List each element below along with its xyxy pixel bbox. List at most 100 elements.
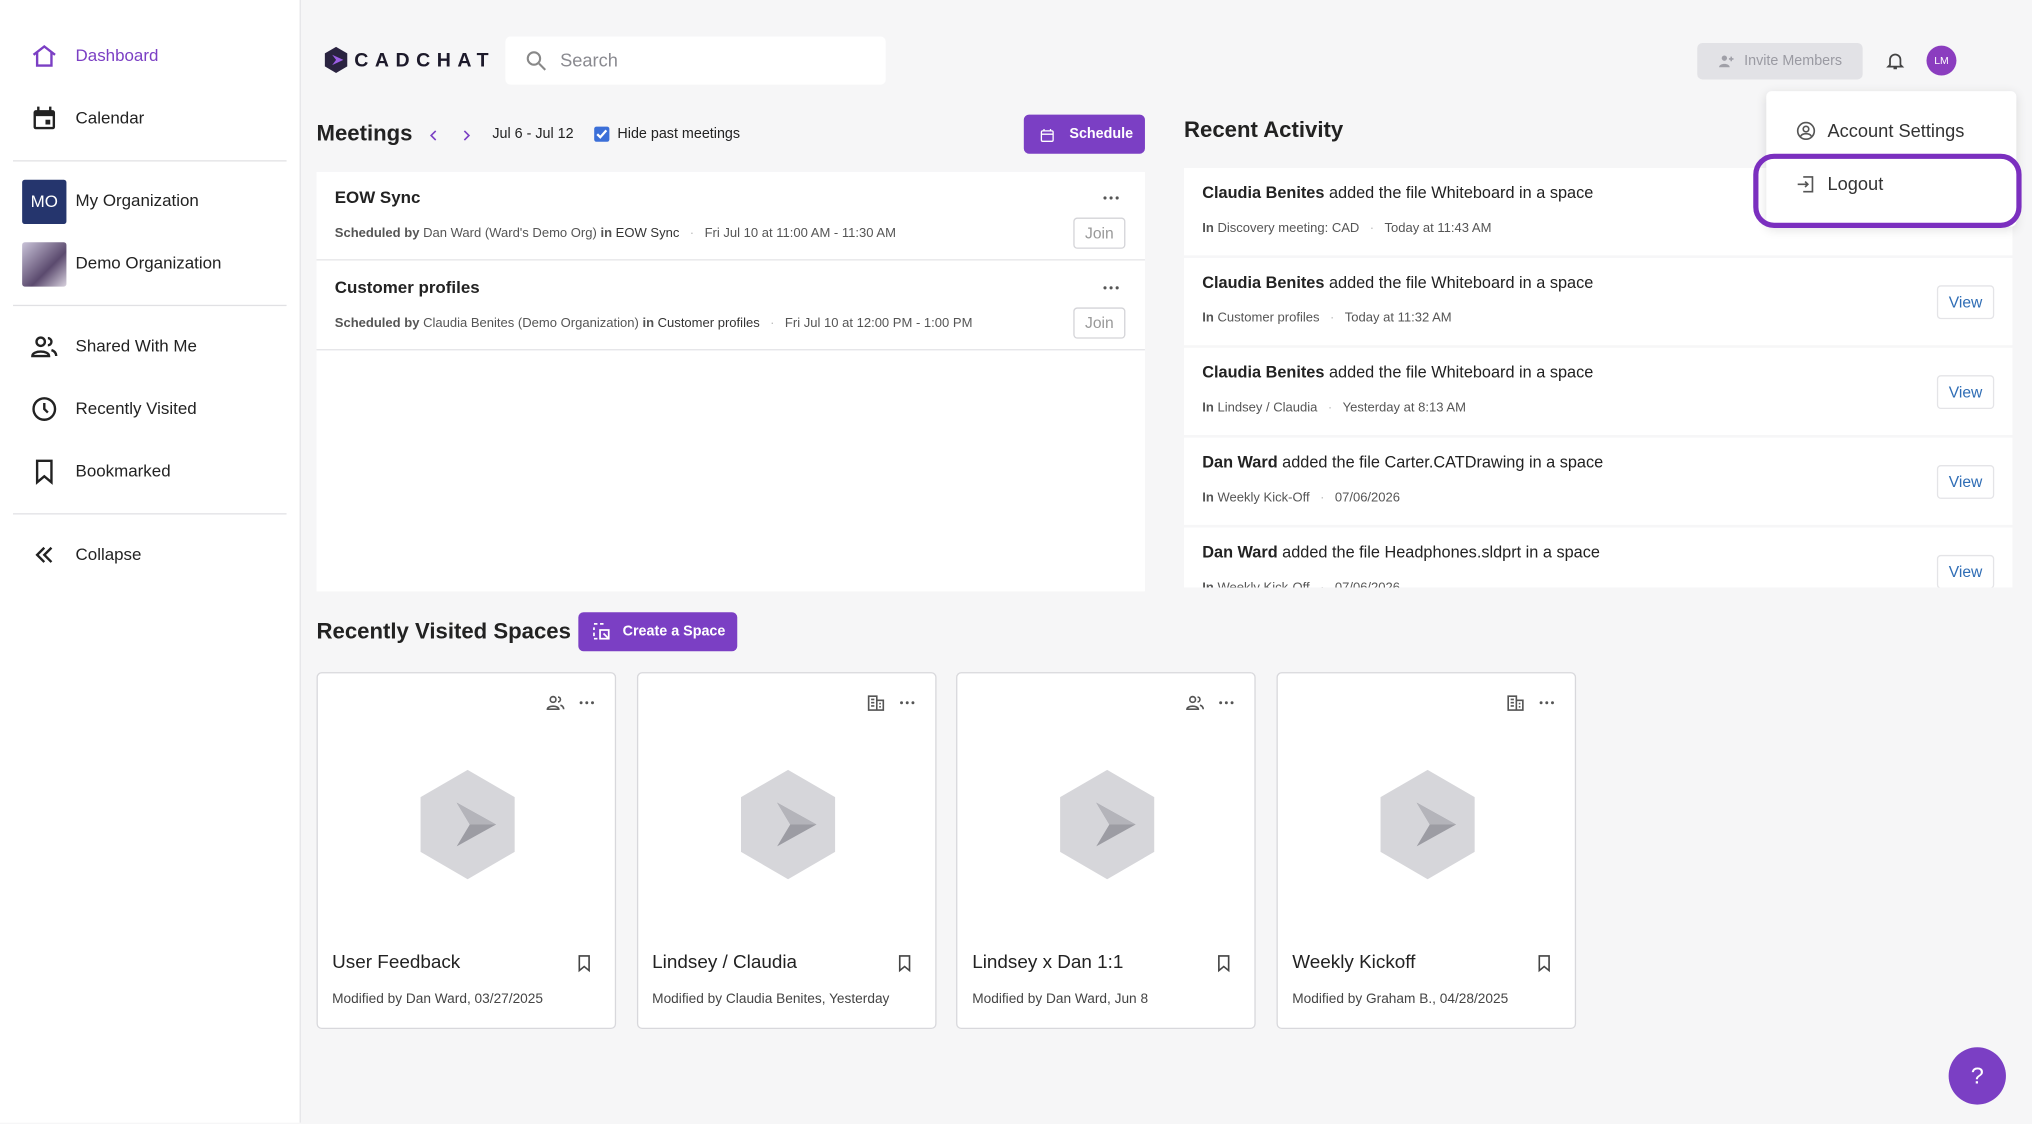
nav-recent-icon-shape xyxy=(32,397,57,421)
nav-calendar-icon[interactable] xyxy=(30,104,59,133)
nav-shared-icon[interactable] xyxy=(30,332,59,361)
join-button[interactable]: Join xyxy=(1073,307,1126,339)
avatar[interactable]: LM xyxy=(1926,45,1957,76)
org-name[interactable]: Demo Organization xyxy=(75,252,222,273)
space-card[interactable]: Lindsey / Claudia Modified by Claudia Ben… xyxy=(636,672,937,1030)
meeting-more[interactable] xyxy=(1101,188,1122,209)
logo-text[interactable]: CADCHAT xyxy=(354,49,496,72)
nav-calendar-icon-shape xyxy=(37,106,52,112)
logout-icon[interactable] xyxy=(1795,173,1817,195)
meta-label: In xyxy=(1202,581,1214,588)
account-settings-icon-shape xyxy=(1799,132,1813,137)
activity-text: Claudia Benites added the file Whiteboar… xyxy=(1202,362,1593,383)
space-type-icon xyxy=(546,693,566,713)
space-more[interactable] xyxy=(577,693,597,713)
activity-list: Claudia Benites added the file Whiteboar… xyxy=(1184,168,2013,588)
view-button[interactable]: View xyxy=(1936,285,1995,320)
join-button[interactable]: Join xyxy=(1073,217,1126,249)
nav-calendar[interactable]: Calendar xyxy=(75,108,145,128)
create-space-button[interactable]: Create a Space xyxy=(578,612,738,652)
space-type-icon-shape xyxy=(867,695,884,711)
space-bookmark[interactable] xyxy=(894,952,914,974)
nav-dashboard-icon[interactable] xyxy=(30,42,59,71)
nav-collapse-icon[interactable] xyxy=(30,541,59,570)
prev-week[interactable] xyxy=(426,126,442,142)
invite-icon-shape xyxy=(1719,55,1734,68)
hide-past-checkbox[interactable] xyxy=(593,125,611,143)
meeting-row[interactable]: Customer profiles Scheduled by Claudia Be… xyxy=(316,262,1145,351)
nav-recent[interactable]: Recently Visited xyxy=(75,398,197,419)
activity-space: Weekly Kick-Off xyxy=(1217,581,1309,588)
space-more-shape xyxy=(1219,701,1223,705)
space-thumbnail xyxy=(1373,754,1482,895)
activity-user: Claudia Benites xyxy=(1202,363,1325,382)
activity-space: Weekly Kick-Off xyxy=(1217,491,1310,506)
nav-recent-icon[interactable] xyxy=(30,395,59,424)
space-type-icon-shape xyxy=(1186,695,1205,711)
space-type-icon-shape xyxy=(1189,695,1197,704)
logo-mark-shape xyxy=(324,46,348,73)
nav-calendar-icon-shape xyxy=(45,119,51,125)
nav-collapse-icon-shape xyxy=(35,546,53,563)
space-card[interactable]: Lindsey x Dan 1:1 Modified by Dan Ward, J… xyxy=(956,672,1257,1030)
next-week[interactable] xyxy=(459,126,475,142)
meeting-row[interactable]: EOW Sync Scheduled by Dan Ward (Ward's De… xyxy=(316,172,1145,261)
account-settings-icon[interactable] xyxy=(1795,120,1817,142)
space-modified: Modified by Graham B., 04/28/2025 xyxy=(1292,991,1509,1007)
space-bookmark[interactable] xyxy=(574,952,594,974)
nav-dashboard-icon-shape xyxy=(32,44,56,67)
meeting-more-shape xyxy=(1103,286,1107,290)
hide-past-label[interactable]: Hide past meetings xyxy=(617,126,741,142)
nav-dashboard[interactable]: Dashboard xyxy=(75,45,159,66)
org-avatar[interactable] xyxy=(22,242,67,287)
bell[interactable] xyxy=(1885,49,1906,71)
nav-bookmarked[interactable]: Bookmarked xyxy=(75,461,171,481)
meeting-more[interactable] xyxy=(1101,277,1122,298)
activity-meta: In Discovery meeting: CAD · Today at 11:43… xyxy=(1202,220,1491,238)
space-type-icon-shape xyxy=(1507,695,1524,711)
logout-icon-shape xyxy=(1797,176,1814,193)
activity-text: Dan Ward added the file Headphones.sldpr… xyxy=(1202,542,1600,563)
invite-label: Invite Members xyxy=(1744,53,1843,70)
space-card[interactable]: User Feedback Modified by Dan Ward, 03/27… xyxy=(316,672,617,1030)
nav-shared[interactable]: Shared With Me xyxy=(75,336,197,356)
search-box[interactable]: Search xyxy=(505,36,886,85)
view-button[interactable]: View xyxy=(1936,465,1995,499)
invite-button[interactable]: Invite Members xyxy=(1697,42,1863,80)
view-button[interactable]: View xyxy=(1936,554,1995,588)
org-badge[interactable]: MO xyxy=(22,179,67,225)
activity-text: Claudia Benites added the file Whiteboar… xyxy=(1202,272,1593,293)
help-button[interactable]: ? xyxy=(1948,1047,2006,1105)
activity-row: Claudia Benites added the file Whiteboar… xyxy=(1184,257,2013,346)
create-label: Create a Space xyxy=(622,623,726,640)
activity-row: Dan Ward added the file Headphones.sldpr… xyxy=(1184,527,2013,588)
next-week-shape xyxy=(463,130,471,141)
space-more[interactable] xyxy=(1217,693,1237,713)
separator: · xyxy=(1327,401,1333,416)
space-modified: Modified by Dan Ward, Jun 8 xyxy=(972,991,1149,1007)
space-type-icon-shape xyxy=(1507,695,1524,711)
space-bookmark[interactable] xyxy=(1535,952,1555,974)
space-thumbnail xyxy=(733,754,842,895)
logo-mark[interactable] xyxy=(323,44,349,75)
nav-bookmarked-icon[interactable] xyxy=(30,457,59,486)
nav-shared-icon-shape xyxy=(47,336,58,357)
meta-label: In xyxy=(1202,491,1214,506)
space-card[interactable]: Weekly Kickoff Modified by Graham B., 04/… xyxy=(1276,672,1577,1030)
space-more[interactable] xyxy=(1537,693,1557,713)
nav-collapse[interactable]: Collapse xyxy=(75,544,142,565)
space-name: EOW Sync xyxy=(615,226,680,241)
space-more-shape xyxy=(1225,701,1229,705)
space-more[interactable] xyxy=(897,693,917,713)
space-more-shape xyxy=(579,701,594,705)
space-bookmark[interactable] xyxy=(1214,952,1234,974)
create-icon xyxy=(591,621,612,642)
view-button[interactable]: View xyxy=(1936,375,1995,410)
activity-time: Today at 11:32 AM xyxy=(1344,311,1452,326)
schedule-button[interactable]: Schedule xyxy=(1023,114,1145,154)
org-name[interactable]: My Organization xyxy=(75,190,199,210)
account-settings[interactable]: Account Settings xyxy=(1827,119,1965,141)
separator: · xyxy=(1369,221,1375,236)
logout[interactable]: Logout xyxy=(1827,173,1884,195)
activity-action: added the file Whiteboard in a space xyxy=(1328,363,1594,382)
